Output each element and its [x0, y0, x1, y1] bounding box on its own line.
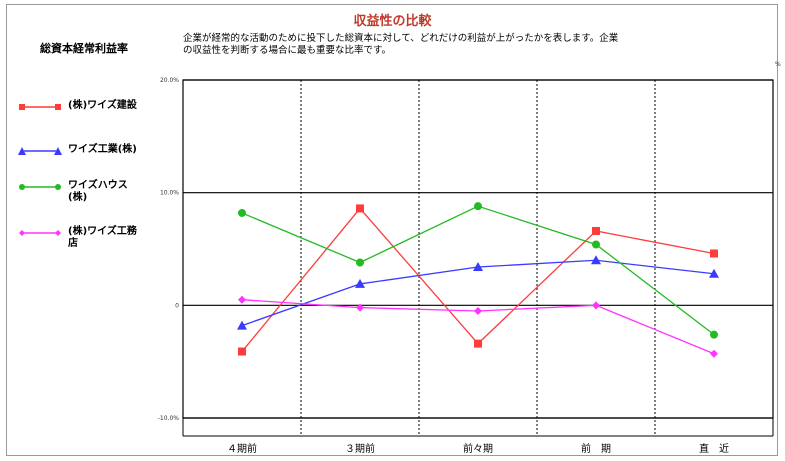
data-point [592, 301, 600, 310]
legend-label-line: (株) [68, 192, 88, 203]
legend-label-line: 店 [68, 238, 78, 249]
legend-swatch [19, 104, 61, 110]
data-point [592, 240, 600, 249]
data-point [356, 303, 364, 312]
y-tick-label: 10.0% [160, 190, 179, 197]
data-point [238, 295, 246, 304]
y-tick-label: 0 [175, 302, 179, 309]
chart-title: 収益性の比較 [353, 14, 432, 29]
chart-description: 企業が経常的な活動のために投下した総資本に対して、どれだけの利益が上がったかを表… [183, 33, 753, 57]
legend-swatch [19, 230, 61, 236]
legend-label-line: ワイズ工業(株) [68, 144, 137, 155]
legend-swatch [18, 147, 62, 155]
data-point [474, 202, 482, 211]
y-tick-label: -10.0% [158, 415, 180, 422]
description-line: 企業が経常的な活動のために投下した総資本に対して、どれだけの利益が上がったかを表… [183, 33, 619, 44]
legend-label-line: (株)ワイズ工務 [68, 226, 137, 237]
data-point [356, 204, 364, 213]
legend-item: ワイズ工業(株) [18, 144, 168, 180]
data-point [592, 226, 600, 235]
data-point [710, 349, 718, 358]
x-tick-label: 前 期 [581, 442, 611, 455]
x-tick-label: ４期前 [227, 442, 257, 455]
legend-item: (株)ワイズ工務店 [18, 226, 168, 272]
data-point [709, 268, 719, 278]
data-point [473, 262, 483, 272]
data-point [474, 339, 482, 348]
legend-label-line: (株)ワイズ建設 [68, 100, 137, 111]
legend-label: (株)ワイズ建設 [68, 100, 168, 112]
data-point [355, 278, 365, 288]
legend-item: (株)ワイズ建設 [18, 100, 168, 144]
data-point [237, 320, 247, 330]
data-point [356, 258, 364, 267]
data-point [238, 208, 246, 217]
x-tick-label: 前々期 [463, 442, 493, 455]
legend-label-line: ワイズハウス [68, 180, 128, 191]
description-line: の収益性を判断する場合に最も重要な比率です。 [183, 45, 392, 56]
data-point [710, 249, 718, 258]
x-tick-label: ３期前 [345, 442, 375, 455]
legend-item: ワイズハウス (株) [18, 180, 168, 226]
legend-label: ワイズ工業(株) [68, 144, 168, 156]
data-point [238, 347, 246, 356]
data-point [591, 255, 601, 265]
legend-swatch [19, 184, 61, 190]
data-point [710, 330, 718, 339]
legend-label: ワイズハウス (株) [68, 180, 168, 204]
chart-subject: 総資本経常利益率 [40, 42, 128, 55]
chart-frame [6, 4, 778, 456]
data-point [474, 306, 482, 315]
legend-label: (株)ワイズ工務店 [68, 226, 168, 250]
y-tick-label: 20.0% [160, 77, 179, 84]
x-tick-label: 直 近 [699, 442, 729, 455]
plot-area [182, 79, 774, 419]
y-unit-label: % [775, 61, 781, 68]
legend: (株)ワイズ建設 ワイズ工業(株) ワイズハウス (株) (株)ワイズ工務店 [18, 100, 168, 272]
